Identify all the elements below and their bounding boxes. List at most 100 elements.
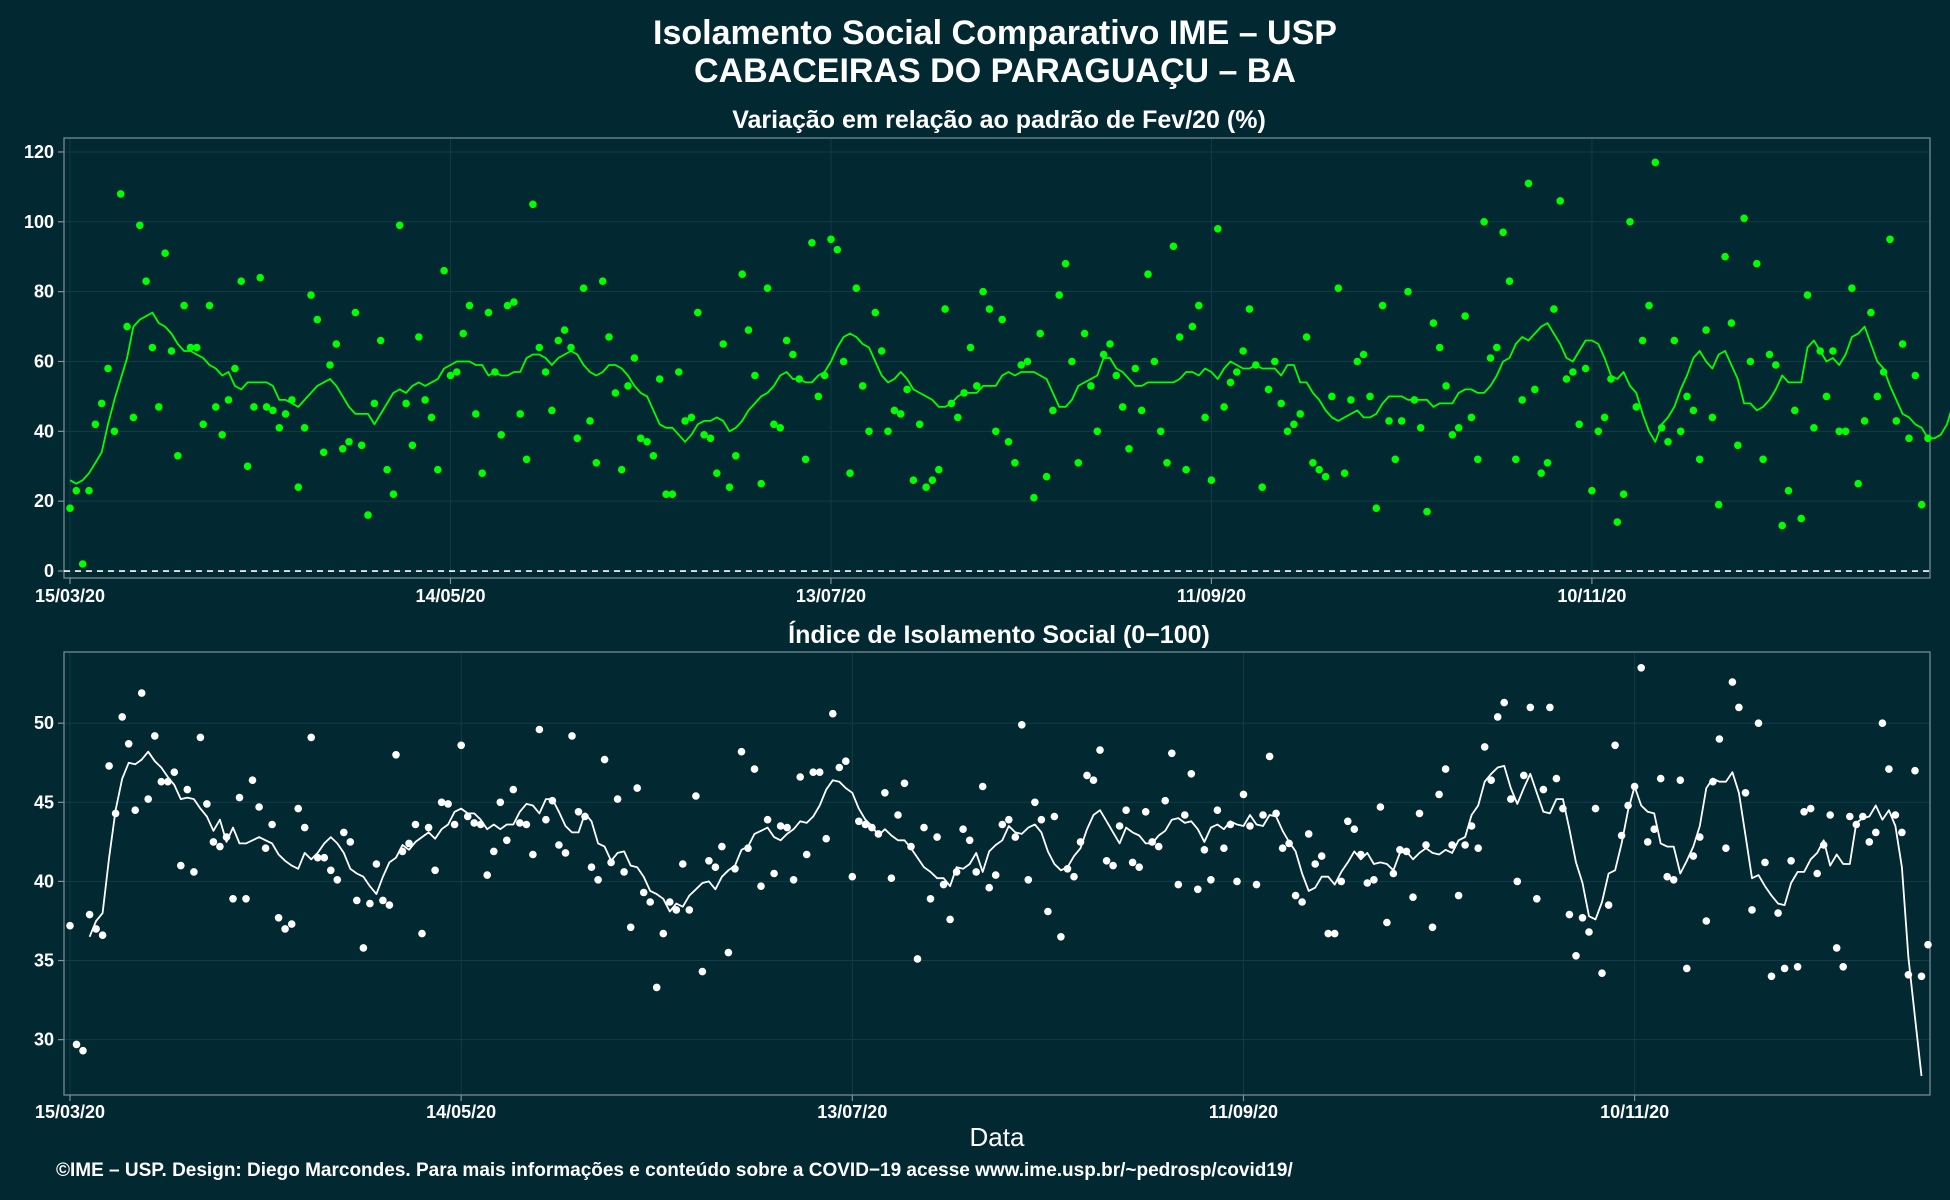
variation-point <box>1670 336 1679 345</box>
variation-point <box>1607 375 1615 383</box>
variation-point <box>560 326 569 334</box>
variation-point <box>662 490 670 499</box>
variation-point <box>1011 459 1019 467</box>
index-point <box>1018 721 1026 729</box>
variation-point <box>1816 347 1824 355</box>
variation-point <box>833 245 842 254</box>
index-point <box>483 871 492 879</box>
chart-title-line2: CABACEIRAS DO PARAGUAÇU – BA <box>694 52 1296 90</box>
index-point <box>1598 969 1606 977</box>
index-point <box>1643 838 1652 846</box>
index-point <box>124 740 133 748</box>
index-point <box>1109 861 1117 870</box>
index-point <box>815 768 824 776</box>
variation-point <box>1321 472 1330 481</box>
index-point <box>1454 891 1463 900</box>
variation-point <box>1778 521 1786 530</box>
index-point <box>913 955 922 963</box>
index-point <box>907 842 915 851</box>
variation-point <box>1442 382 1450 390</box>
index-point <box>248 776 257 784</box>
variation-point <box>395 221 404 230</box>
variation-point <box>167 347 176 355</box>
index-point <box>183 785 192 794</box>
variation-point <box>1721 252 1729 261</box>
variation-point <box>567 343 575 352</box>
index-point <box>1265 752 1274 761</box>
index-point <box>568 732 576 740</box>
variation-point <box>782 336 791 345</box>
index-point <box>1669 876 1678 884</box>
index-point <box>1044 907 1052 916</box>
index-point <box>1187 770 1196 778</box>
index-point <box>770 869 778 878</box>
index-point <box>137 689 146 697</box>
index-point <box>392 751 400 759</box>
variation-point <box>465 301 474 310</box>
variation-point <box>1061 259 1070 268</box>
index-point <box>581 812 589 821</box>
variation-point <box>928 476 937 485</box>
index-point <box>522 820 531 829</box>
variation-point <box>1499 228 1507 237</box>
index-point <box>731 865 739 873</box>
index-point <box>894 811 902 819</box>
variation-point <box>446 371 455 380</box>
variation-point <box>655 375 664 383</box>
variation-point <box>1518 396 1526 404</box>
variation-point <box>1068 357 1076 366</box>
index-point <box>1037 815 1046 824</box>
variation-point <box>1378 301 1387 310</box>
index-point <box>1546 703 1554 712</box>
variation-point <box>1689 406 1698 415</box>
variation-point <box>269 406 277 415</box>
variation-point <box>370 399 379 408</box>
index-point <box>587 863 596 871</box>
index-point <box>470 819 479 827</box>
index-point <box>607 858 615 867</box>
index-point <box>1578 914 1587 922</box>
index-point <box>1220 844 1228 852</box>
variation-point <box>288 396 296 404</box>
index-point <box>444 800 452 808</box>
index-point <box>1168 749 1176 758</box>
index-point <box>1063 865 1072 873</box>
variation-point <box>1791 406 1799 415</box>
variation-point <box>1397 417 1406 425</box>
index-point <box>1767 972 1776 981</box>
variation-point <box>1765 350 1774 359</box>
index-point <box>672 906 681 914</box>
index-point <box>1572 952 1580 960</box>
index-point <box>1917 972 1926 981</box>
variation-point <box>592 459 601 467</box>
index-point <box>1865 838 1874 846</box>
variation-point <box>1695 455 1704 464</box>
index-point <box>366 899 374 908</box>
variation-point <box>979 287 987 296</box>
variation-point <box>376 336 385 345</box>
variation-point <box>529 200 537 209</box>
variation-point <box>890 406 899 415</box>
variation-point <box>820 371 829 380</box>
index-point <box>1102 857 1111 865</box>
index-point <box>1213 806 1222 814</box>
index-point <box>1330 929 1339 938</box>
index-point <box>79 1046 87 1055</box>
index-point <box>1780 964 1789 973</box>
variation-point <box>174 452 182 460</box>
variation-point <box>402 399 410 408</box>
index-point <box>822 834 830 843</box>
variation-point <box>960 389 968 397</box>
variation-point <box>453 368 461 376</box>
variation-point <box>713 469 721 478</box>
variation-point <box>459 329 468 338</box>
index-point <box>118 713 126 721</box>
index-point <box>1611 741 1619 750</box>
variation-point <box>1550 305 1558 313</box>
index-point <box>711 863 720 871</box>
variation-point <box>738 270 746 279</box>
index-point <box>1154 842 1163 851</box>
y-tick-label: 20 <box>34 491 54 511</box>
variation-point <box>1619 490 1628 499</box>
variation-point <box>85 486 93 495</box>
